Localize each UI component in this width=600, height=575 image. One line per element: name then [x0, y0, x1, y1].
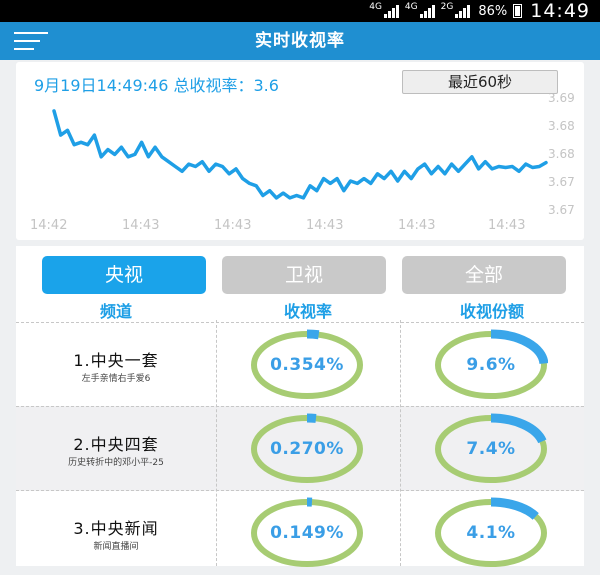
column-header-channel: 频道 [16, 302, 216, 322]
share-ring: 4.1% [434, 497, 548, 569]
channel-name: 3.中央新闻 [16, 515, 216, 539]
ratings-panel: 央视 卫视 全部 频道 收视率 收视份额 1.中央一套 左手亲情右手爱6 0.3… [16, 246, 584, 566]
share-ring: 9.6% [434, 329, 548, 401]
menu-icon [14, 48, 34, 50]
rating-value: 0.270% [250, 413, 364, 485]
y-tick-label: 3.67 [548, 175, 575, 189]
column-divider [400, 320, 401, 566]
menu-icon [14, 32, 48, 34]
share-value: 7.4% [434, 413, 548, 485]
recent-60s-button[interactable]: 最近60秒 [402, 70, 558, 94]
menu-icon [14, 40, 40, 42]
network-type-label: 4G [369, 2, 382, 12]
network-type-label: 4G [405, 2, 418, 12]
program-name: 历史转折中的邓小平-25 [16, 455, 216, 468]
y-tick-label: 3.68 [548, 119, 575, 133]
rating-ring: 0.270% [250, 413, 364, 485]
channel-name: 1.中央一套 [16, 347, 216, 371]
tab-all[interactable]: 全部 [402, 256, 566, 294]
program-name: 左手亲情右手爱6 [16, 371, 216, 384]
table-row[interactable]: 2.中央四套 历史转折中的邓小平-25 0.270% 7.4% [16, 406, 584, 491]
signal-icon [384, 4, 399, 18]
page-title: 实时收视率 [0, 22, 600, 60]
battery-icon [513, 4, 522, 18]
x-tick-label: 14:43 [398, 218, 435, 233]
tab-satellite[interactable]: 卫视 [222, 256, 386, 294]
x-tick-label: 14:43 [214, 218, 251, 233]
share-ring: 7.4% [434, 413, 548, 485]
channel-name: 2.中央四套 [16, 431, 216, 455]
rating-value: 0.149% [250, 497, 364, 569]
x-tick-label: 14:43 [488, 218, 525, 233]
table-row[interactable]: 1.中央一套 左手亲情右手爱6 0.354% 9.6% [16, 322, 584, 407]
status-bar: 4G 4G 2G 86% 14:49 [0, 0, 600, 22]
share-value: 9.6% [434, 329, 548, 401]
rating-ring: 0.149% [250, 497, 364, 569]
x-tick-label: 14:43 [306, 218, 343, 233]
total-rating-header: 9月19日14:49:46 总收视率：3.6 [34, 72, 279, 96]
signal-icon [420, 4, 435, 18]
tab-cctv[interactable]: 央视 [42, 256, 206, 294]
y-tick-label: 3.68 [548, 147, 575, 161]
column-header-share: 收视份额 [400, 302, 584, 322]
rating-ring: 0.354% [250, 329, 364, 401]
network-type-label: 2G [441, 2, 454, 12]
x-tick-label: 14:43 [122, 218, 159, 233]
menu-button[interactable] [14, 32, 48, 52]
series-line [54, 111, 546, 198]
app-bar: 实时收视率 [0, 22, 600, 60]
column-header-rating: 收视率 [216, 302, 400, 322]
program-name: 新闻直播间 [16, 539, 216, 552]
share-value: 4.1% [434, 497, 548, 569]
battery-percent: 86% [478, 4, 507, 19]
signal-icon [455, 4, 470, 18]
table-row[interactable]: 3.中央新闻 新闻直播间 0.149% 4.1% [16, 490, 584, 575]
y-tick-label: 3.67 [548, 203, 575, 217]
rating-value: 0.354% [250, 329, 364, 401]
column-divider [216, 320, 217, 566]
clock: 14:49 [530, 0, 590, 22]
x-tick-label: 14:42 [30, 218, 67, 233]
